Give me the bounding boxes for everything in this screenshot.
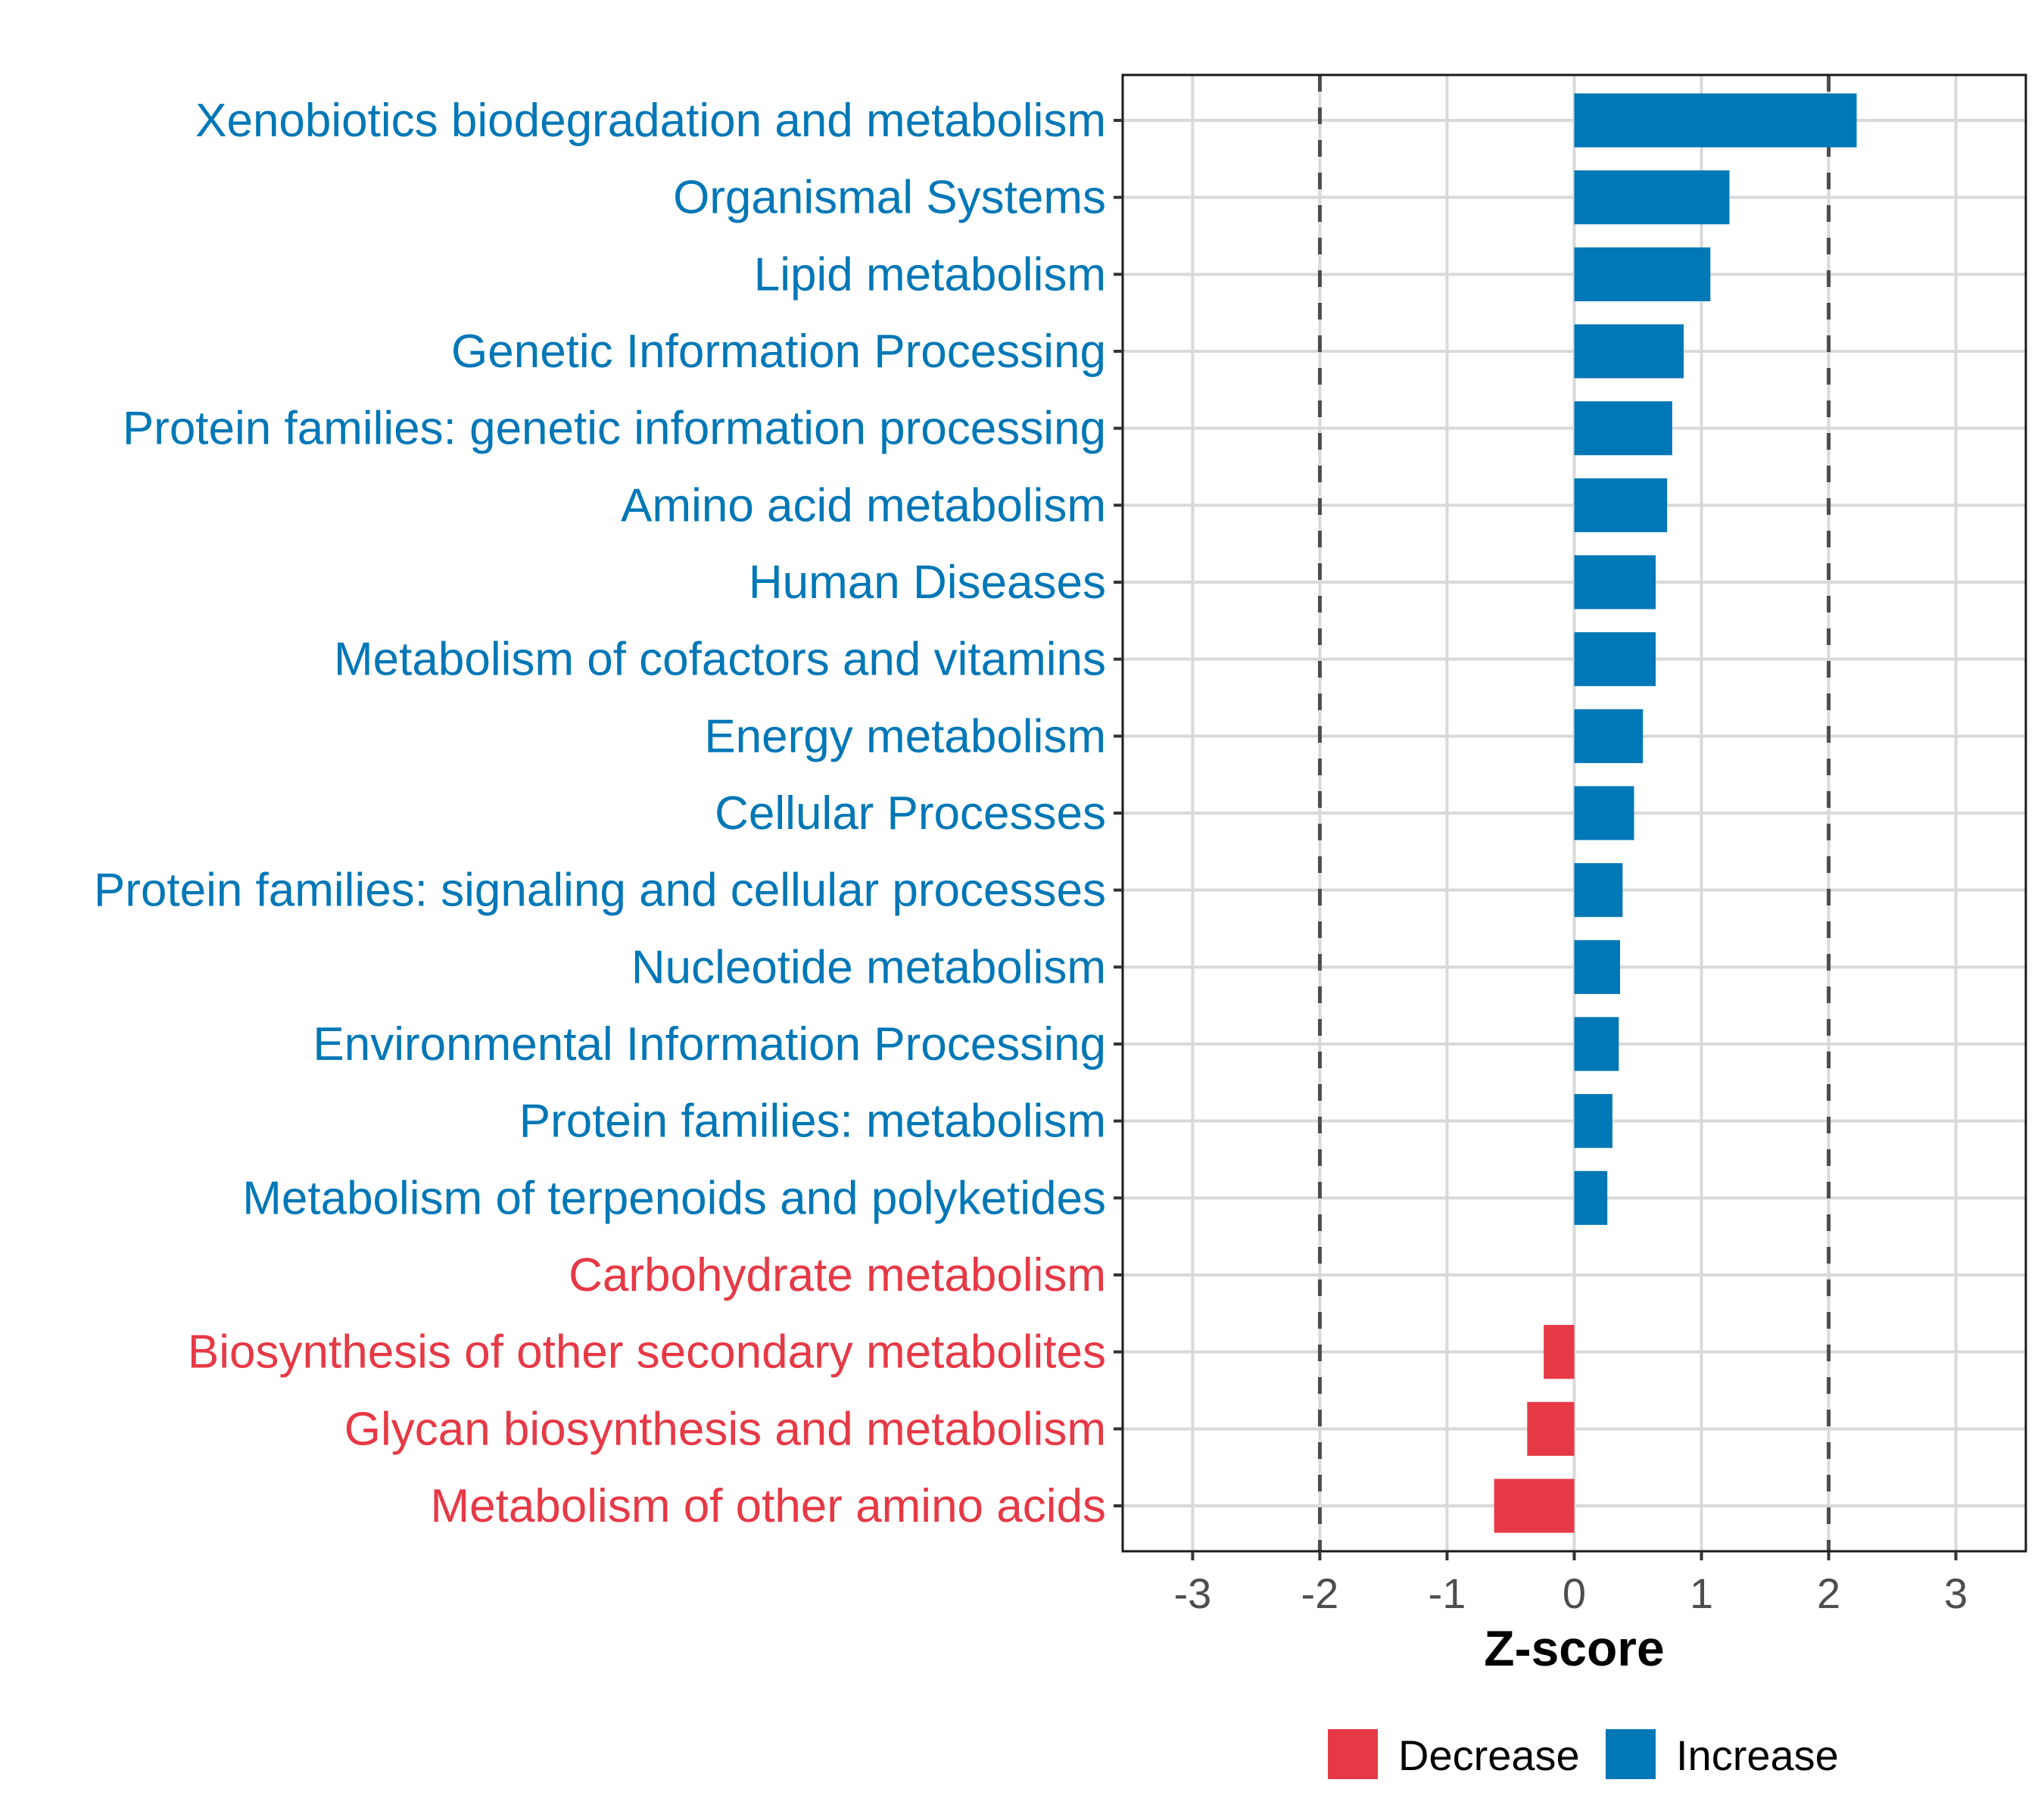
legend-label-decrease: Decrease	[1398, 1731, 1580, 1779]
x-axis-title: Z-score	[1484, 1620, 1664, 1676]
y-tick-label: Cellular Processes	[715, 787, 1106, 840]
y-tick-label: Glycan biosynthesis and metabolism	[344, 1403, 1106, 1455]
bar	[1574, 1094, 1612, 1148]
legend-swatch-increase	[1606, 1729, 1656, 1779]
y-tick-label: Environmental Information Processing	[313, 1018, 1106, 1071]
y-axis-ticks	[1114, 119, 1123, 1507]
y-tick-label: Carbohydrate metabolism	[569, 1249, 1106, 1301]
y-tick-label: Genetic Information Processing	[451, 326, 1106, 378]
bar	[1574, 1170, 1608, 1225]
bar	[1574, 478, 1668, 532]
y-axis-labels: Xenobiotics biodegradation and metabolis…	[94, 95, 1106, 1532]
bar	[1574, 786, 1634, 840]
bar	[1574, 863, 1623, 918]
x-tick-label: -2	[1301, 1569, 1339, 1617]
x-tick-label: -1	[1429, 1569, 1466, 1617]
y-tick-label: Metabolism of other amino acids	[430, 1480, 1106, 1532]
y-tick-label: Protein families: signaling and cellular…	[94, 865, 1106, 917]
y-tick-label: Amino acid metabolism	[621, 479, 1106, 531]
bar	[1544, 1325, 1575, 1379]
bar	[1574, 709, 1644, 763]
x-axis-labels: -3 -2 -1 0 1 2 3	[1174, 1569, 1968, 1617]
x-tick-label: 3	[1944, 1569, 1968, 1617]
bar	[1574, 401, 1672, 456]
bars	[1494, 93, 1857, 1533]
bar	[1527, 1401, 1575, 1456]
y-tick-label: Biosynthesis of other secondary metaboli…	[188, 1326, 1106, 1379]
bar	[1574, 170, 1730, 225]
x-tick-label: 0	[1563, 1569, 1586, 1617]
y-tick-label: Energy metabolism	[704, 710, 1106, 762]
x-tick-label: 1	[1690, 1569, 1713, 1617]
x-axis-ticks	[1191, 1551, 1958, 1560]
y-tick-label: Protein families: genetic information pr…	[123, 403, 1106, 455]
bar	[1574, 1017, 1619, 1071]
legend-swatch-decrease	[1328, 1729, 1378, 1779]
bar	[1574, 940, 1620, 994]
y-tick-label: Nucleotide metabolism	[631, 941, 1106, 993]
y-tick-label: Organismal Systems	[673, 172, 1106, 224]
y-tick-label: Human Diseases	[749, 556, 1106, 609]
y-tick-label: Metabolism of terpenoids and polyketides	[242, 1172, 1106, 1224]
bar	[1574, 247, 1711, 301]
legend-label-increase: Increase	[1676, 1731, 1839, 1779]
y-tick-label: Xenobiotics biodegradation and metabolis…	[195, 95, 1106, 147]
bar	[1494, 1479, 1575, 1533]
bar	[1574, 93, 1857, 148]
bar	[1574, 324, 1684, 379]
y-tick-label: Protein families: metabolism	[519, 1095, 1106, 1148]
y-tick-label: Metabolism of cofactors and vitamins	[334, 634, 1106, 686]
y-tick-label: Lipid metabolism	[754, 248, 1106, 301]
x-tick-label: -3	[1174, 1569, 1212, 1617]
legend: Decrease Increase	[1328, 1729, 1839, 1779]
bar	[1574, 555, 1656, 609]
bar	[1574, 632, 1656, 687]
x-tick-label: 2	[1817, 1569, 1840, 1617]
